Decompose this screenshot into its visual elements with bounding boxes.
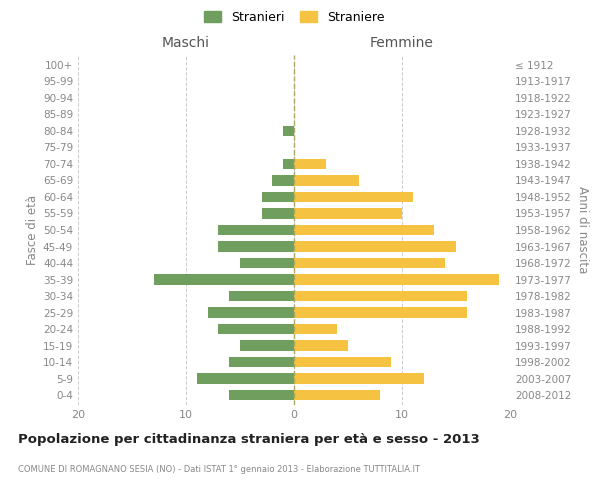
Bar xyxy=(218,241,294,252)
Bar xyxy=(283,158,294,170)
Bar xyxy=(294,274,499,285)
Bar xyxy=(294,340,348,351)
Bar xyxy=(262,208,294,219)
Bar xyxy=(294,390,380,400)
Bar xyxy=(240,340,294,351)
Bar xyxy=(294,258,445,268)
Bar xyxy=(229,356,294,368)
Bar xyxy=(154,274,294,285)
Bar xyxy=(294,208,402,219)
Text: Maschi: Maschi xyxy=(162,36,210,50)
Legend: Stranieri, Straniere: Stranieri, Straniere xyxy=(200,7,388,28)
Y-axis label: Fasce di età: Fasce di età xyxy=(26,195,39,265)
Bar xyxy=(262,192,294,202)
Text: Femmine: Femmine xyxy=(370,36,434,50)
Text: COMUNE DI ROMAGNANO SESIA (NO) - Dati ISTAT 1° gennaio 2013 - Elaborazione TUTTI: COMUNE DI ROMAGNANO SESIA (NO) - Dati IS… xyxy=(18,466,420,474)
Bar xyxy=(294,241,456,252)
Bar xyxy=(218,324,294,334)
Bar xyxy=(294,356,391,368)
Bar xyxy=(294,175,359,186)
Bar xyxy=(218,224,294,235)
Bar xyxy=(229,290,294,302)
Bar xyxy=(294,290,467,302)
Bar xyxy=(294,373,424,384)
Bar xyxy=(272,175,294,186)
Bar xyxy=(294,224,434,235)
Bar xyxy=(240,258,294,268)
Bar xyxy=(197,373,294,384)
Bar xyxy=(283,126,294,136)
Y-axis label: Anni di nascita: Anni di nascita xyxy=(576,186,589,274)
Bar xyxy=(294,158,326,170)
Bar xyxy=(294,307,467,318)
Text: Popolazione per cittadinanza straniera per età e sesso - 2013: Popolazione per cittadinanza straniera p… xyxy=(18,432,480,446)
Bar xyxy=(208,307,294,318)
Bar xyxy=(229,390,294,400)
Bar xyxy=(294,324,337,334)
Bar xyxy=(294,192,413,202)
